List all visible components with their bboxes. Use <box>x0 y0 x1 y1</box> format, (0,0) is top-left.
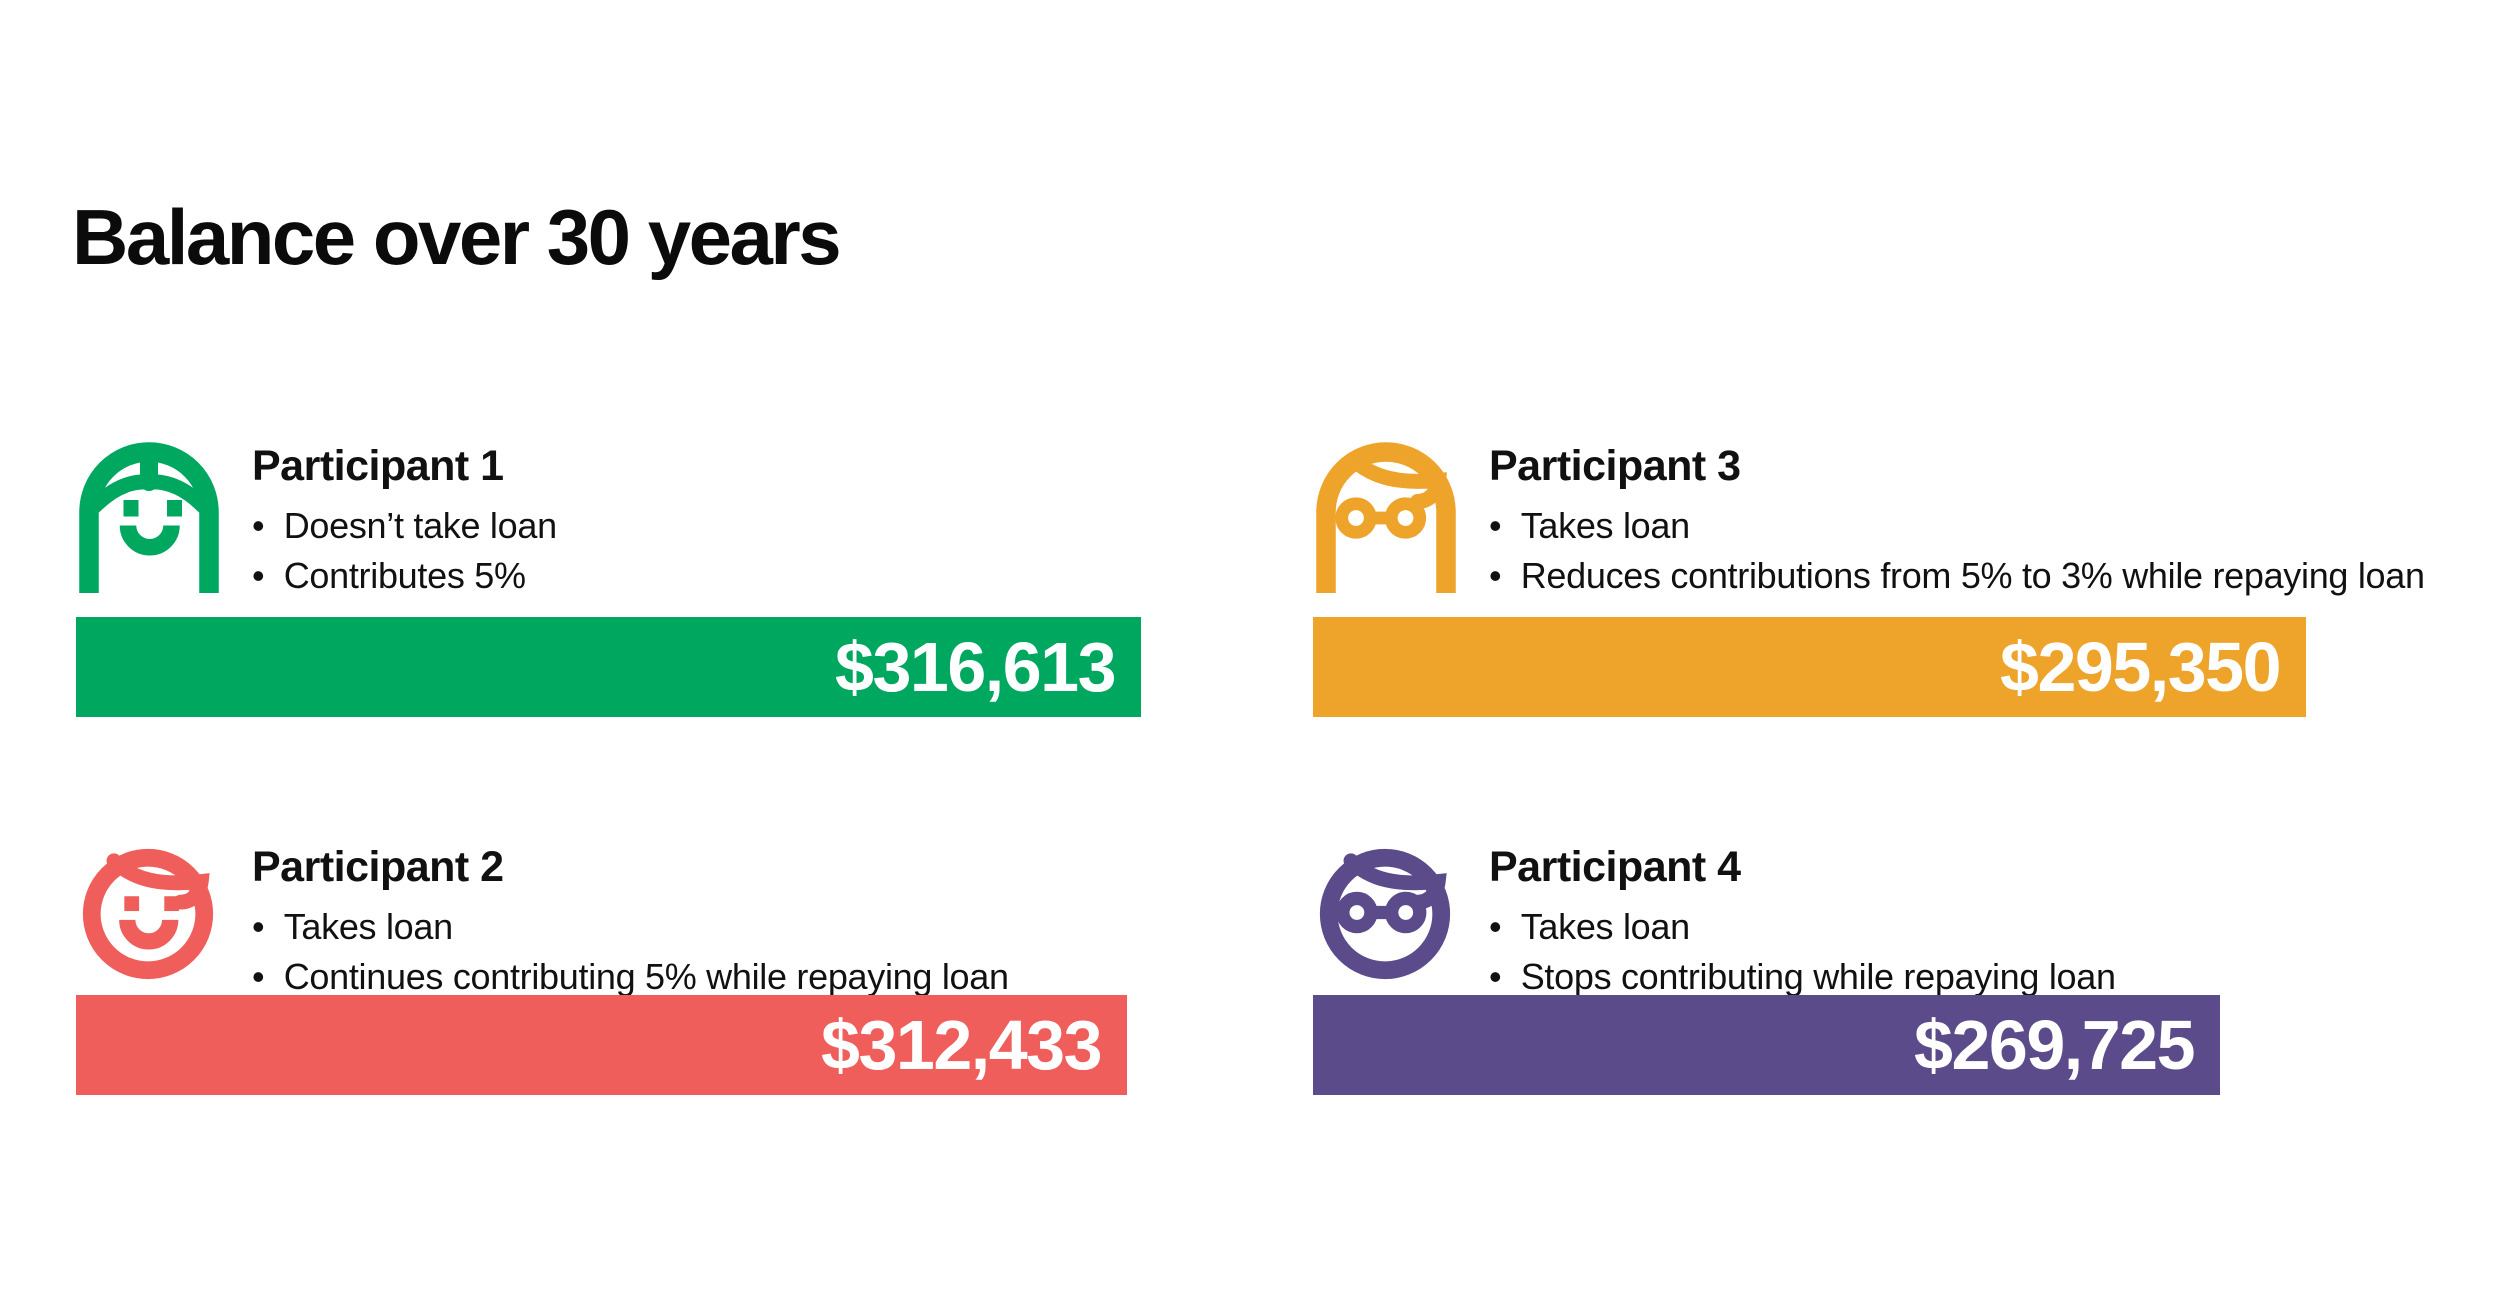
bullet-item: Takes loan <box>1489 501 2425 551</box>
woman-long-hair-glasses-icon <box>1311 437 1461 593</box>
balance-bar: $295,350 <box>1313 617 2306 717</box>
participant-notes: Takes loan Continues contributing 5% whi… <box>252 902 1009 1002</box>
participant-card-1: Participant 1 Doesn’t take loan Contribu… <box>74 437 1234 717</box>
participant-3-header: Participant 3 Takes loan Reduces contrib… <box>1311 437 2471 601</box>
page-title: Balance over 30 years <box>72 193 842 281</box>
participant-2-header: Participant 2 Takes loan Continues contr… <box>74 838 1234 1002</box>
bullet-item: Reduces contributions from 5% to 3% whil… <box>1489 551 2425 601</box>
participant-name: Participant 4 <box>1489 843 1741 891</box>
participant-card-3: Participant 3 Takes loan Reduces contrib… <box>1311 437 2471 717</box>
bullet-item: Continues contributing 5% while repaying… <box>252 952 1009 1002</box>
balance-bar: $316,613 <box>76 617 1141 717</box>
participant-1-header: Participant 1 Doesn’t take loan Contribu… <box>74 437 1234 601</box>
participant-card-4: Participant 4 Takes loan Stops contribut… <box>1311 838 2471 1095</box>
balance-value: $312,433 <box>821 1006 1102 1084</box>
bullet-item: Doesn’t take loan <box>252 501 557 551</box>
person-round-face-glasses-icon <box>1311 838 1461 988</box>
balance-value: $295,350 <box>2000 628 2281 706</box>
balance-value: $316,613 <box>835 628 1116 706</box>
participant-4-header: Participant 4 Takes loan Stops contribut… <box>1311 838 2471 1002</box>
bullet-item: Takes loan <box>1489 902 2116 952</box>
bullet-item: Stops contributing while repaying loan <box>1489 952 2116 1002</box>
participant-name: Participant 3 <box>1489 442 1741 490</box>
participant-notes: Doesn’t take loan Contributes 5% <box>252 501 557 601</box>
participant-notes: Takes loan Stops contributing while repa… <box>1489 902 2116 1002</box>
participant-notes: Takes loan Reduces contributions from 5%… <box>1489 501 2425 601</box>
balance-bar: $312,433 <box>76 995 1127 1095</box>
bullet-item: Contributes 5% <box>252 551 557 601</box>
participant-card-2: Participant 2 Takes loan Continues contr… <box>74 838 1234 1095</box>
participant-name: Participant 1 <box>252 442 504 490</box>
woman-long-hair-smiling-icon <box>74 437 224 593</box>
balance-bar: $269,725 <box>1313 995 2220 1095</box>
bullet-item: Takes loan <box>252 902 1009 952</box>
balance-value: $269,725 <box>1914 1006 2195 1084</box>
person-round-face-smiling-icon <box>74 838 224 988</box>
participant-name: Participant 2 <box>252 843 504 891</box>
